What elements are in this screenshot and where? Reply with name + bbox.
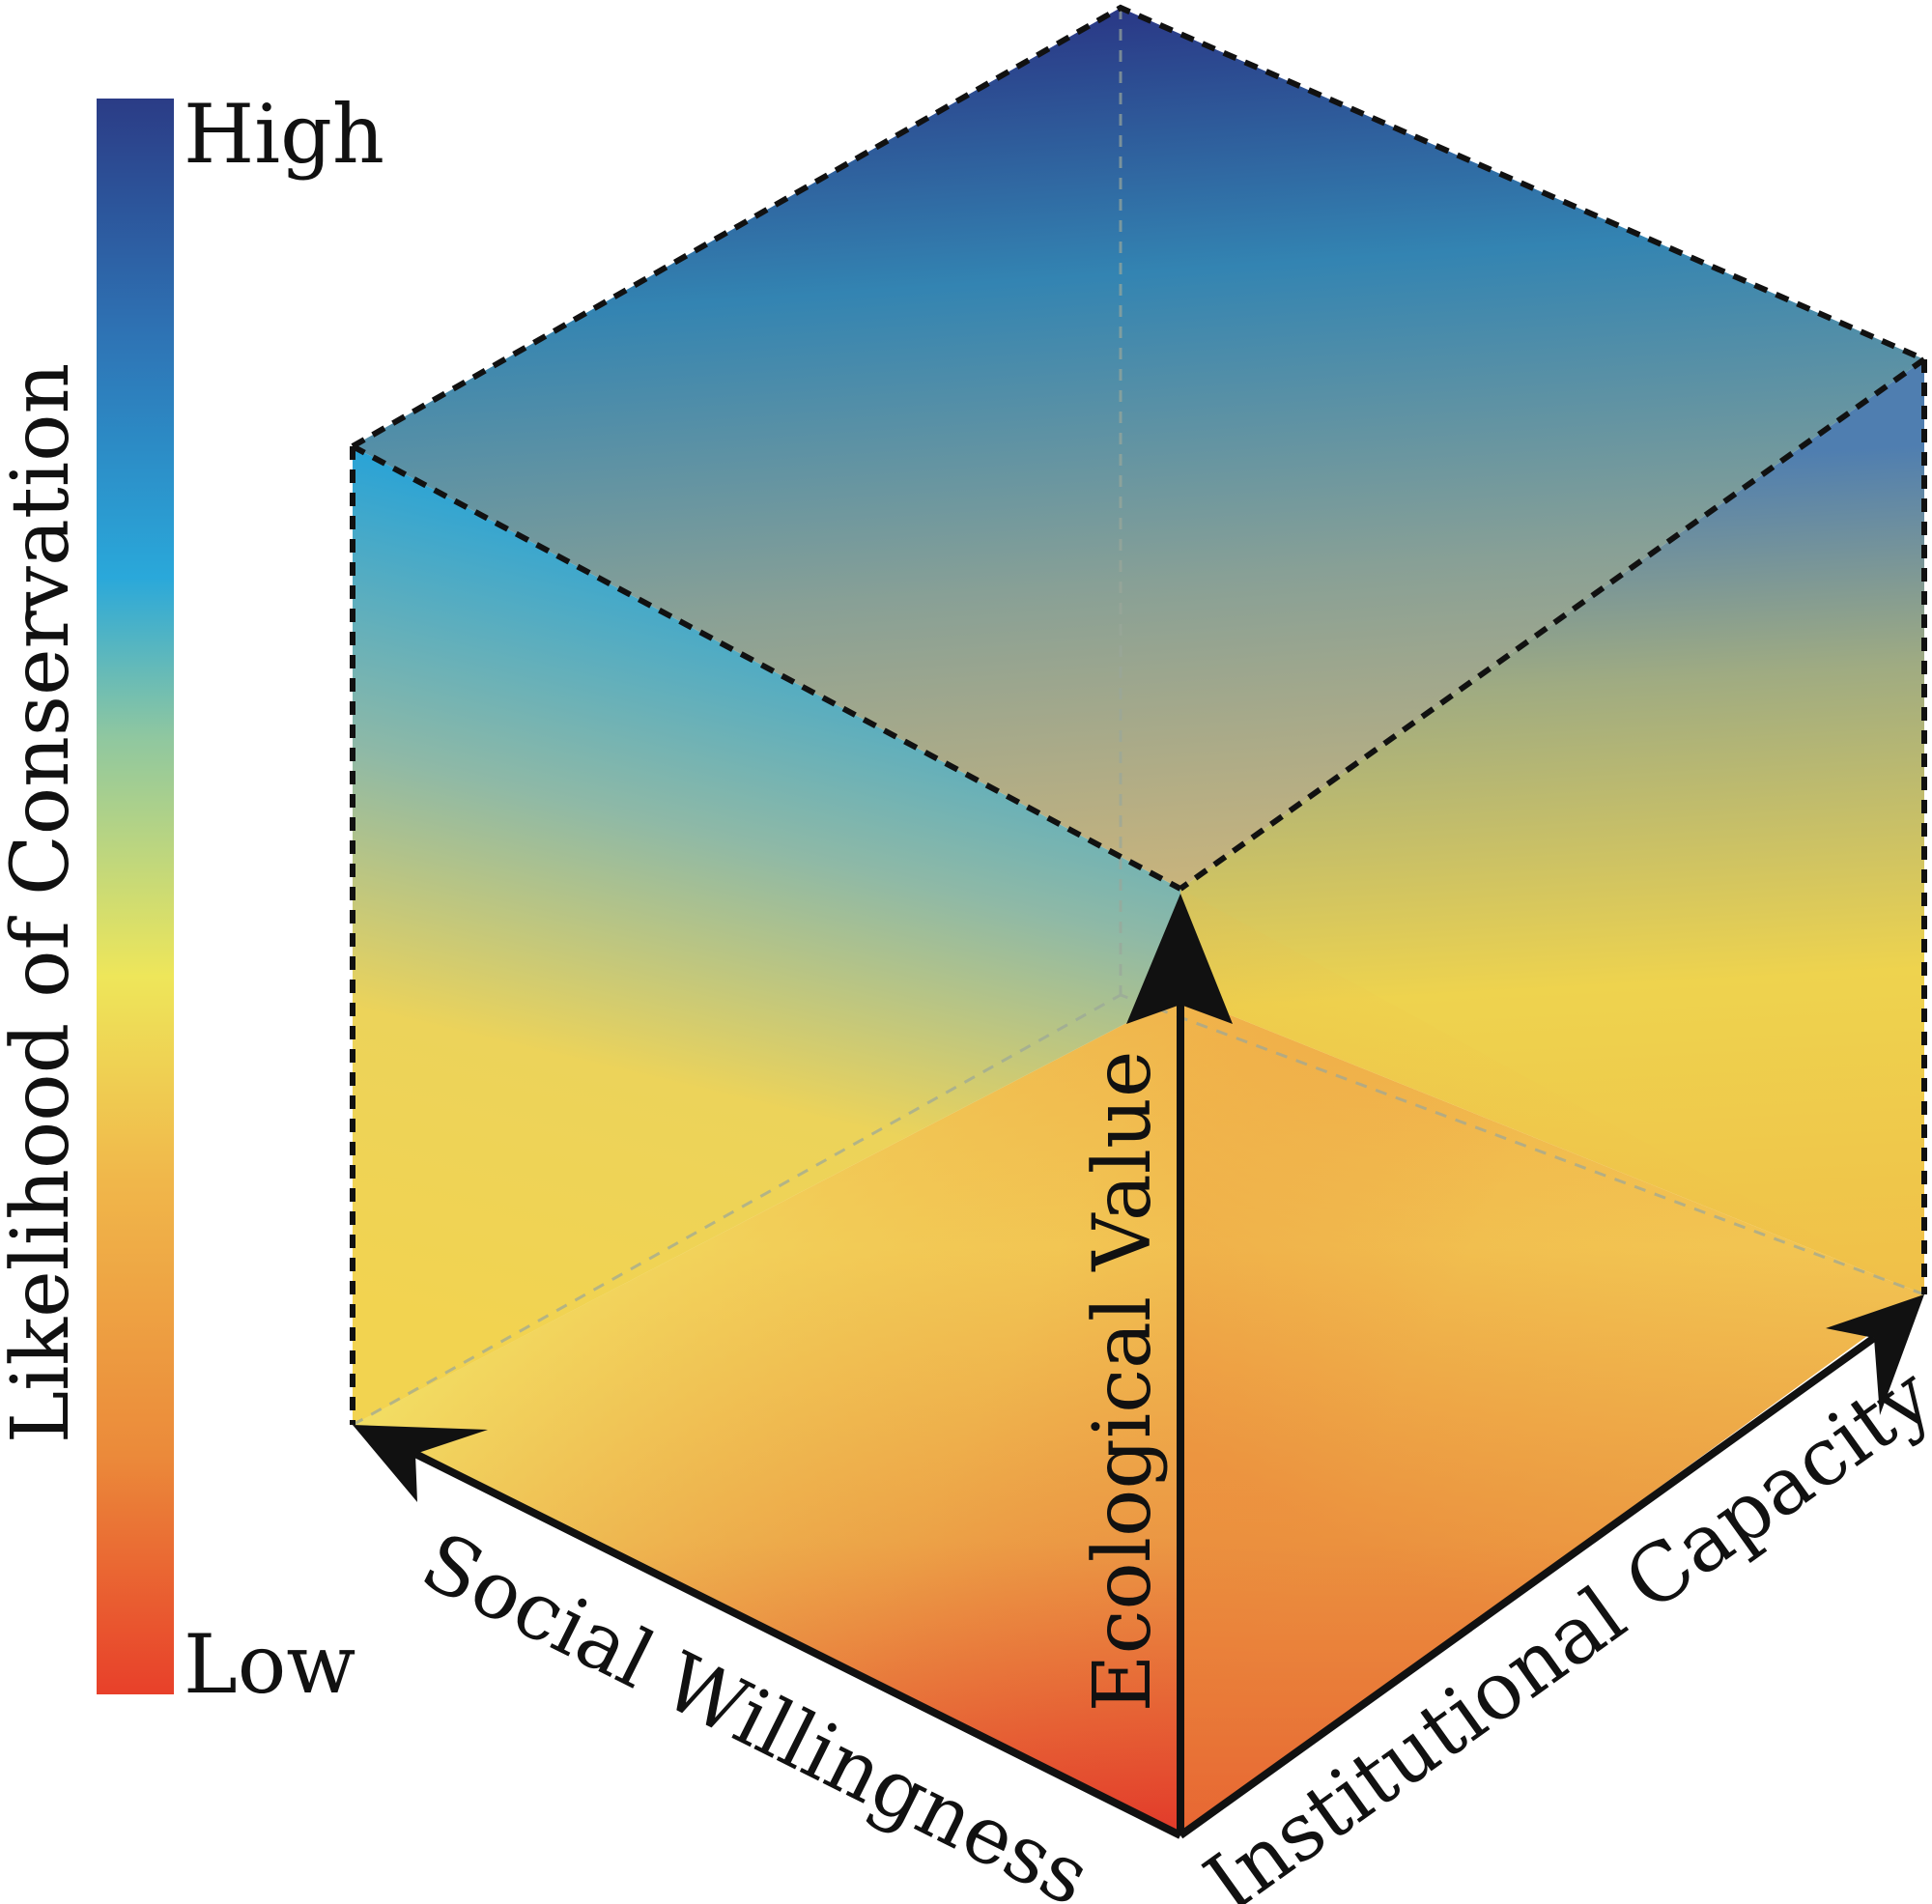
legend-color-bar xyxy=(97,99,174,1694)
legend-title: Likelihood of Conservation xyxy=(0,363,87,1444)
left-axis-arrowhead xyxy=(353,1425,488,1502)
legend-low-label: Low xyxy=(184,1617,355,1712)
cube-inner-edges xyxy=(352,8,1925,1427)
right-axis-line xyxy=(1178,1334,1877,1839)
legend-high-label: High xyxy=(184,87,384,182)
left-axis-line xyxy=(413,1450,1182,1839)
cube-top-face xyxy=(353,8,1924,889)
axes xyxy=(353,894,1924,1839)
cube-left-wall xyxy=(353,446,1180,1425)
right-axis-arrowhead xyxy=(1826,1294,1924,1415)
cube-front-wash xyxy=(1180,889,1924,1835)
axis-label-ecological-value: Ecological Value xyxy=(1077,1051,1169,1713)
cube-outer-edges xyxy=(350,4,1927,1425)
cube xyxy=(350,4,1927,1835)
vertical-axis-arrowhead xyxy=(1126,894,1233,1024)
color-legend: High Low Likelihood of Conservation xyxy=(0,87,384,1712)
